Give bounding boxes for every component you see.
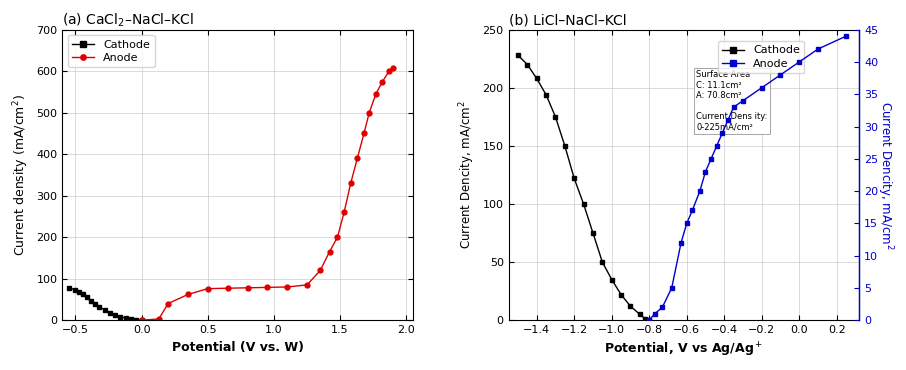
- Anode: [728, 105, 739, 110]
- Anode: [700, 169, 711, 174]
- Anode: [222, 286, 233, 290]
- Anode: [694, 189, 705, 193]
- Anode: [242, 286, 253, 290]
- X-axis label: Potential, V vs Ag/Ag$^+$: Potential, V vs Ag/Ag$^+$: [604, 341, 764, 359]
- Anode: [717, 131, 728, 135]
- Anode: [666, 286, 677, 290]
- Cathode: [541, 92, 552, 97]
- Anode: [352, 156, 362, 161]
- Anode: [153, 317, 164, 321]
- Anode: [339, 210, 350, 215]
- Anode: [757, 85, 767, 90]
- Cathode: [86, 299, 97, 303]
- Cathode: [82, 295, 92, 300]
- Anode: [650, 312, 660, 316]
- Anode: [775, 73, 786, 77]
- Text: (b) LiCl–NaCl–KCl: (b) LiCl–NaCl–KCl: [508, 13, 626, 27]
- Anode: [377, 79, 388, 84]
- Line: Anode: Anode: [647, 34, 849, 323]
- Cathode: [625, 304, 636, 309]
- Cathode: [115, 314, 126, 319]
- Anode: [324, 249, 335, 254]
- Cathode: [616, 292, 627, 297]
- Anode: [388, 65, 399, 70]
- Anode: [723, 118, 734, 122]
- Anode: [182, 292, 193, 297]
- Cathode: [606, 277, 617, 282]
- Line: Anode: Anode: [140, 65, 396, 323]
- Y-axis label: Current Dencity, mA/cm$^2$: Current Dencity, mA/cm$^2$: [875, 101, 895, 249]
- Anode: [676, 240, 687, 245]
- Cathode: [569, 176, 580, 181]
- Anode: [687, 208, 698, 213]
- Cathode: [597, 260, 608, 264]
- Cathode: [90, 301, 101, 306]
- Cathode: [522, 62, 533, 67]
- Anode: [359, 131, 370, 136]
- Cathode: [94, 305, 105, 309]
- Cathode: [70, 287, 81, 292]
- Anode: [706, 157, 717, 161]
- Cathode: [120, 316, 131, 320]
- Anode: [364, 111, 375, 115]
- Anode: [794, 60, 805, 64]
- Anode: [345, 181, 356, 185]
- Anode: [202, 286, 213, 291]
- Cathode: [74, 290, 85, 294]
- Legend: Cathode, Anode: Cathode, Anode: [68, 35, 155, 67]
- Cathode: [578, 202, 589, 206]
- Cathode: [63, 286, 74, 290]
- Cathode: [640, 317, 651, 321]
- Cathode: [559, 144, 570, 148]
- Anode: [841, 34, 852, 38]
- Anode: [163, 301, 174, 306]
- Cathode: [104, 310, 115, 315]
- Cathode: [531, 76, 542, 81]
- Anode: [813, 47, 824, 51]
- Anode: [315, 268, 326, 273]
- Cathode: [126, 317, 137, 321]
- Anode: [737, 98, 748, 103]
- Cathode: [78, 292, 89, 297]
- Anode: [333, 235, 343, 239]
- Anode: [657, 305, 668, 309]
- X-axis label: Potential (V vs. W): Potential (V vs. W): [171, 341, 304, 354]
- Anode: [371, 92, 381, 96]
- Anode: [136, 318, 147, 322]
- Cathode: [513, 53, 524, 57]
- Text: (a) CaCl$_2$–NaCl–KCl: (a) CaCl$_2$–NaCl–KCl: [63, 11, 194, 28]
- Anode: [681, 221, 692, 226]
- Cathode: [136, 318, 147, 322]
- Cathode: [644, 318, 655, 322]
- Anode: [383, 69, 394, 73]
- Anode: [282, 285, 293, 289]
- Legend: Cathode, Anode: Cathode, Anode: [718, 41, 805, 73]
- Cathode: [131, 317, 142, 322]
- Line: Cathode: Cathode: [516, 53, 651, 323]
- Anode: [711, 144, 722, 148]
- Cathode: [110, 313, 120, 317]
- Cathode: [550, 115, 561, 119]
- Anode: [262, 285, 273, 290]
- Cathode: [634, 312, 645, 317]
- Text: Surface Area
C: 11.1cm²
A: 70.8cm²

Current Dens ity:
0-225mA/cm²: Surface Area C: 11.1cm² A: 70.8cm² Curre…: [696, 70, 767, 131]
- Anode: [302, 283, 313, 287]
- Cathode: [587, 231, 598, 235]
- Cathode: [99, 307, 110, 312]
- Y-axis label: Current density (mA/cm$^2$): Current density (mA/cm$^2$): [11, 94, 31, 256]
- Line: Cathode: Cathode: [66, 285, 144, 323]
- Anode: [644, 318, 655, 322]
- Y-axis label: Current Dencity, mA/cm$^2$: Current Dencity, mA/cm$^2$: [458, 101, 477, 249]
